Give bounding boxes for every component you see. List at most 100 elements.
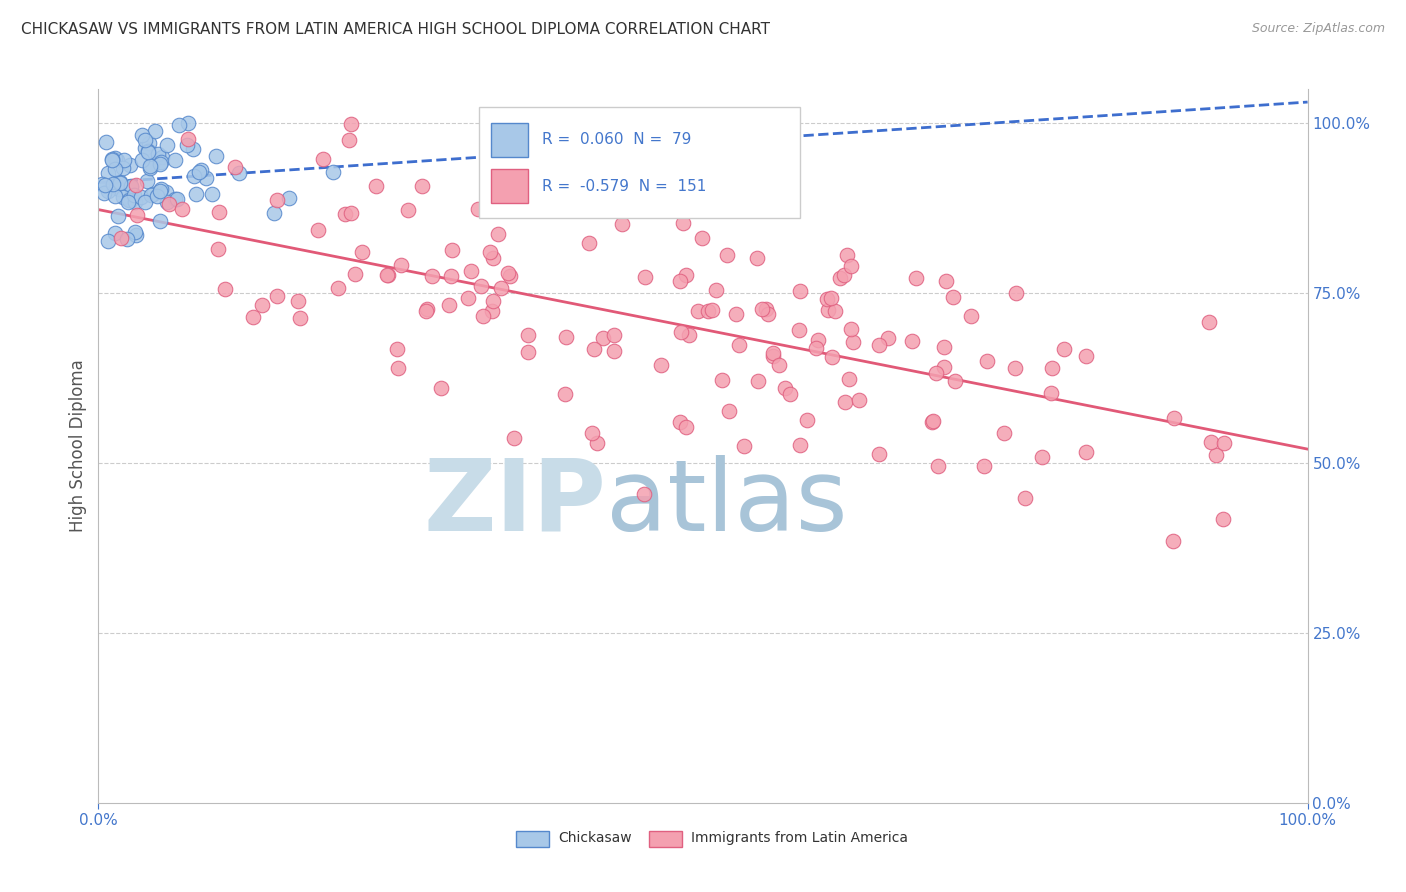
Point bbox=[104, 226, 127, 240]
Point bbox=[328, 280, 350, 294]
Point bbox=[312, 152, 335, 166]
Point bbox=[838, 372, 860, 386]
Point bbox=[796, 412, 818, 426]
Point bbox=[675, 268, 697, 282]
Point bbox=[834, 395, 856, 409]
Point bbox=[678, 327, 700, 342]
Point bbox=[124, 227, 146, 242]
Point bbox=[602, 344, 624, 359]
Point bbox=[176, 116, 198, 130]
Point bbox=[582, 342, 605, 356]
Point bbox=[287, 294, 309, 309]
Point bbox=[112, 153, 135, 167]
Point bbox=[107, 182, 129, 196]
Point bbox=[146, 188, 169, 202]
Point bbox=[841, 322, 863, 336]
Text: Chickasaw: Chickasaw bbox=[558, 831, 631, 846]
Point bbox=[1163, 411, 1185, 425]
Point bbox=[517, 344, 540, 359]
Point bbox=[100, 152, 122, 166]
Point bbox=[650, 358, 672, 372]
Point bbox=[787, 323, 810, 337]
Point bbox=[581, 425, 603, 440]
Point bbox=[1163, 534, 1185, 549]
Point bbox=[343, 268, 366, 282]
Point bbox=[107, 175, 129, 189]
Point bbox=[377, 268, 399, 282]
Text: Immigrants from Latin America: Immigrants from Latin America bbox=[690, 831, 908, 846]
Point bbox=[136, 145, 159, 159]
Point bbox=[350, 244, 373, 259]
Point bbox=[127, 208, 149, 222]
FancyBboxPatch shape bbox=[479, 107, 800, 218]
Point bbox=[290, 311, 312, 326]
Point bbox=[479, 244, 502, 259]
Point bbox=[935, 274, 957, 288]
Point bbox=[815, 292, 838, 306]
Point bbox=[364, 178, 387, 193]
Point bbox=[672, 216, 695, 230]
Point bbox=[337, 133, 360, 147]
Point bbox=[138, 136, 160, 151]
Point bbox=[138, 161, 160, 175]
Point bbox=[1040, 361, 1063, 376]
Point bbox=[733, 439, 755, 453]
Point bbox=[278, 190, 301, 204]
Point bbox=[131, 153, 153, 167]
Point bbox=[204, 149, 226, 163]
Point bbox=[176, 137, 198, 152]
Point bbox=[921, 415, 943, 429]
Point bbox=[97, 185, 120, 199]
Point bbox=[387, 343, 409, 357]
Point bbox=[142, 186, 165, 201]
Point bbox=[789, 284, 811, 298]
Point bbox=[1004, 361, 1026, 376]
Point bbox=[668, 415, 690, 429]
Point bbox=[411, 179, 433, 194]
Point bbox=[134, 194, 156, 209]
Point bbox=[868, 338, 890, 352]
FancyBboxPatch shape bbox=[492, 123, 527, 157]
Point bbox=[711, 373, 734, 387]
Point bbox=[489, 281, 512, 295]
Point bbox=[592, 330, 614, 344]
Point bbox=[416, 301, 439, 316]
Point bbox=[375, 268, 398, 282]
Point bbox=[1076, 445, 1098, 459]
Point bbox=[134, 141, 156, 155]
Point bbox=[131, 128, 153, 142]
Point bbox=[633, 487, 655, 501]
Point bbox=[697, 304, 720, 318]
Point bbox=[188, 164, 211, 178]
Point bbox=[821, 350, 844, 364]
Point bbox=[149, 157, 172, 171]
Point bbox=[117, 194, 139, 208]
Point bbox=[155, 185, 177, 199]
Point bbox=[120, 180, 142, 194]
Point bbox=[1005, 285, 1028, 300]
Point bbox=[457, 291, 479, 305]
Point bbox=[486, 227, 509, 241]
Point bbox=[156, 138, 179, 153]
Point bbox=[207, 204, 229, 219]
Point bbox=[91, 178, 114, 192]
Point bbox=[762, 345, 785, 359]
Point bbox=[307, 223, 329, 237]
Point bbox=[927, 458, 949, 473]
Point bbox=[441, 244, 464, 258]
Point bbox=[430, 381, 453, 395]
Point bbox=[136, 174, 159, 188]
Point bbox=[700, 302, 723, 317]
Point bbox=[585, 436, 607, 450]
Point bbox=[868, 447, 890, 461]
Point bbox=[921, 414, 943, 428]
Point bbox=[224, 160, 246, 174]
Point bbox=[496, 266, 519, 280]
Point bbox=[163, 192, 186, 206]
Point bbox=[97, 166, 120, 180]
Point bbox=[1205, 448, 1227, 462]
Point bbox=[117, 194, 139, 209]
Point bbox=[758, 307, 780, 321]
Point bbox=[499, 269, 522, 284]
Text: atlas: atlas bbox=[606, 455, 848, 551]
